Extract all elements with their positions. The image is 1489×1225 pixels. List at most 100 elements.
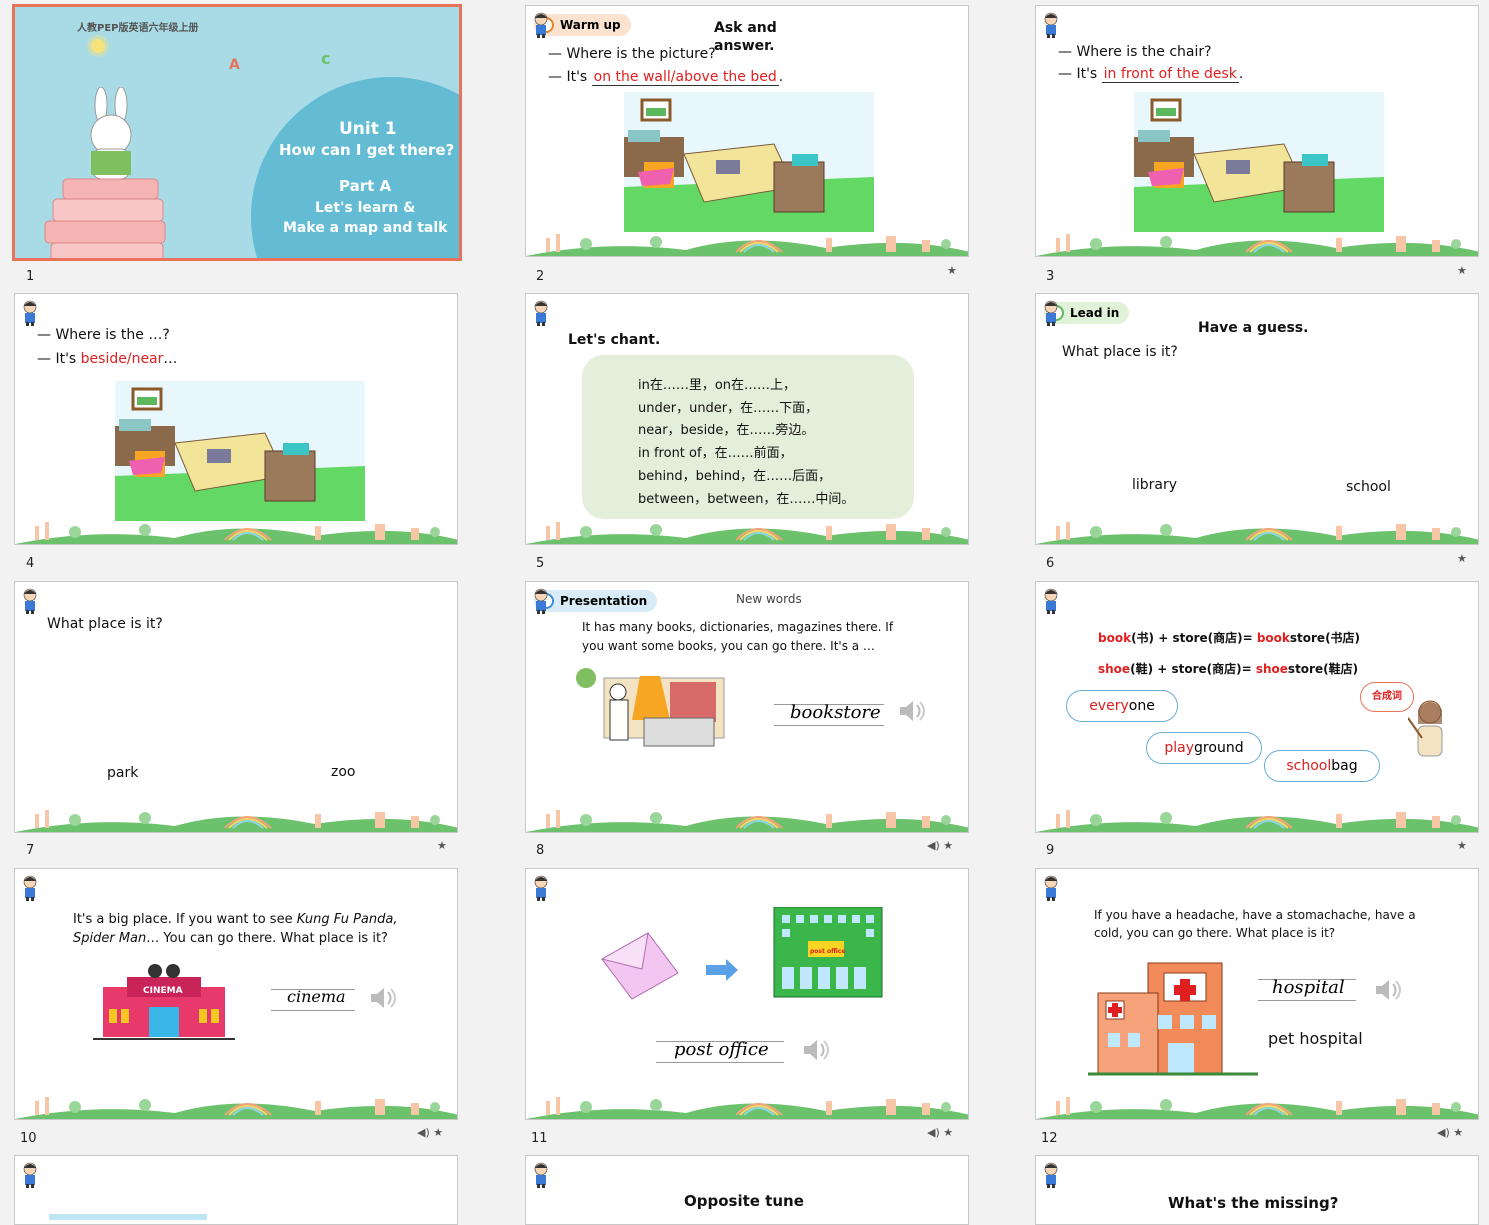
- word-post-office: post office: [674, 1039, 769, 1060]
- sound-and-star-icons[interactable]: ◀) ★: [927, 839, 954, 852]
- rabbit-on-books-illustration: [44, 87, 166, 258]
- animation-star-icon[interactable]: ★: [1457, 552, 1467, 565]
- footer-landscape-decoration: [15, 522, 457, 544]
- slide-thumbnail-8[interactable]: Presentation New words It has many books…: [525, 581, 969, 833]
- slide-thumbnail-7[interactable]: What place is it? park zoo: [14, 581, 458, 833]
- slide-number: 10: [20, 1131, 37, 1146]
- boy-icon: [23, 1162, 37, 1188]
- sound-and-star-icons[interactable]: ◀) ★: [927, 1126, 954, 1139]
- speaker-icon[interactable]: [896, 696, 926, 726]
- post-office-sign-text: post office: [810, 948, 845, 955]
- speaker-icon[interactable]: [1372, 975, 1402, 1005]
- slide-thumbnail-14[interactable]: Opposite tune: [525, 1155, 969, 1225]
- desc-line-2: you want some books, you can go there. I…: [582, 639, 875, 653]
- answer-blank: on the wall/above the bed: [591, 69, 779, 86]
- desc-line-1: It has many books, dictionaries, magazin…: [582, 620, 894, 634]
- word-lines: [1258, 979, 1356, 1001]
- compound-word-sign: 合成词: [1360, 682, 1414, 712]
- bookstore-illustration: [576, 668, 725, 747]
- desc-line-1: If you have a headache, have a stomachac…: [1094, 908, 1416, 922]
- title-bar-partial: [49, 1214, 207, 1220]
- slide-thumbnail-15[interactable]: What's the missing?: [1035, 1155, 1479, 1225]
- word-park: park: [107, 765, 139, 781]
- slide-number: 8: [536, 843, 545, 858]
- footer-landscape-decoration: [526, 1097, 968, 1119]
- slide-thumbnail-4[interactable]: — Where is the …? — It's beside/near…: [14, 293, 458, 545]
- cinema-sign-text: CINEMA: [143, 986, 183, 996]
- boy-icon: [1044, 12, 1058, 38]
- boy-icon: [534, 588, 548, 614]
- footer-landscape-decoration: [1036, 810, 1478, 832]
- slide-number: 1: [26, 269, 35, 284]
- speaker-icon[interactable]: [367, 983, 397, 1013]
- footer-landscape-decoration: [15, 810, 457, 832]
- footer-landscape-decoration: [1036, 1097, 1478, 1119]
- slide-thumbnail-11[interactable]: post office post office: [525, 868, 969, 1120]
- slide-thumbnail-12[interactable]: If you have a headache, have a stomachac…: [1035, 868, 1479, 1120]
- word-bookstore: bookstore: [790, 702, 881, 723]
- slide-number: 5: [536, 556, 545, 571]
- sound-and-star-icons[interactable]: ◀) ★: [417, 1126, 444, 1139]
- answer-label: answer.: [714, 38, 775, 54]
- boy-icon: [1044, 588, 1058, 614]
- chant-line-1: in在……里，on在……上，: [638, 378, 797, 393]
- slide-thumbnail-10[interactable]: It's a big place. If you want to see Kun…: [14, 868, 458, 1120]
- formula-shoestore: shoe(鞋) + store(商店)= shoestore(鞋店): [1098, 662, 1359, 676]
- word-cinema: cinema: [287, 987, 346, 1006]
- letter-a: A: [229, 57, 240, 73]
- chant-line-3: near，beside，在……旁边。: [638, 423, 815, 438]
- cover-sub-1: Let's learn &: [315, 200, 416, 216]
- bubble-playground: playground: [1146, 732, 1262, 764]
- question-text: What place is it?: [1062, 344, 1178, 360]
- part-label: Part A: [339, 177, 392, 195]
- desc-line-2: cold, you can go there. What place is it…: [1094, 926, 1336, 940]
- sun-icon: [91, 39, 105, 53]
- slide-thumbnail-5[interactable]: Let's chant. in在……里，on在……上， under，under，…: [525, 293, 969, 545]
- footer-landscape-decoration: [1036, 522, 1478, 544]
- word-school: school: [1346, 479, 1391, 495]
- slide-thumbnail-1[interactable]: 人教PEP版英语六年级上册 A c Unit 1 How can I get t…: [12, 4, 462, 261]
- cover-title: How can I get there?: [279, 141, 455, 159]
- slide-number: 6: [1046, 556, 1055, 571]
- bedroom-illustration: [115, 381, 365, 521]
- teacher-illustration: [1408, 700, 1443, 757]
- boy-icon: [534, 875, 548, 901]
- chant-title: Let's chant.: [568, 332, 661, 348]
- animation-star-icon[interactable]: ★: [947, 264, 957, 277]
- question-text: — Where is the …?: [37, 327, 170, 343]
- slide-thumbnail-6[interactable]: Lead in Have a guess. What place is it? …: [1035, 293, 1479, 545]
- animation-star-icon[interactable]: ★: [1457, 264, 1467, 277]
- sound-and-star-icons[interactable]: ◀) ★: [1437, 1126, 1464, 1139]
- footer-landscape-decoration: [15, 1097, 457, 1119]
- slide-number: 9: [1046, 843, 1055, 858]
- slide-title: Opposite tune: [684, 1192, 804, 1210]
- slide-number: 3: [1046, 269, 1055, 284]
- boy-icon: [534, 12, 548, 38]
- footer-landscape-decoration: [1036, 234, 1478, 256]
- bedroom-illustration: [624, 92, 874, 232]
- footer-landscape-decoration: [526, 810, 968, 832]
- boy-icon: [1044, 875, 1058, 901]
- hospital-illustration: [1088, 962, 1258, 1076]
- slide-number: 4: [26, 556, 35, 571]
- slide-thumbnail-3[interactable]: — Where is the chair? — It's in front of…: [1035, 5, 1479, 257]
- cinema-illustration: CINEMA: [93, 964, 235, 1040]
- word-lines: [774, 704, 884, 726]
- slide-thumbnail-9[interactable]: book(书) + store(商店)= bookstore(书店) shoe(…: [1035, 581, 1479, 833]
- new-words-label: New words: [736, 592, 802, 606]
- unit-label: Unit 1: [339, 119, 397, 139]
- word-lines: [656, 1041, 784, 1063]
- boy-icon: [534, 1162, 548, 1188]
- word-pet-hospital: pet hospital: [1268, 1029, 1363, 1048]
- word-zoo: zoo: [331, 764, 356, 780]
- slide-number: 11: [531, 1131, 548, 1146]
- boy-icon: [23, 588, 37, 614]
- chant-line-5: behind，behind，在……后面，: [638, 469, 832, 484]
- slide-thumbnail-13[interactable]: [14, 1155, 458, 1225]
- animation-star-icon[interactable]: ★: [1457, 839, 1467, 852]
- boy-icon: [1044, 1162, 1058, 1188]
- slide-thumbnail-2[interactable]: Warm up Ask and answer. — Where is the p…: [525, 5, 969, 257]
- speaker-icon[interactable]: [800, 1035, 830, 1065]
- animation-star-icon[interactable]: ★: [437, 839, 447, 852]
- bubble-schoolbag: schoolbag: [1264, 750, 1380, 782]
